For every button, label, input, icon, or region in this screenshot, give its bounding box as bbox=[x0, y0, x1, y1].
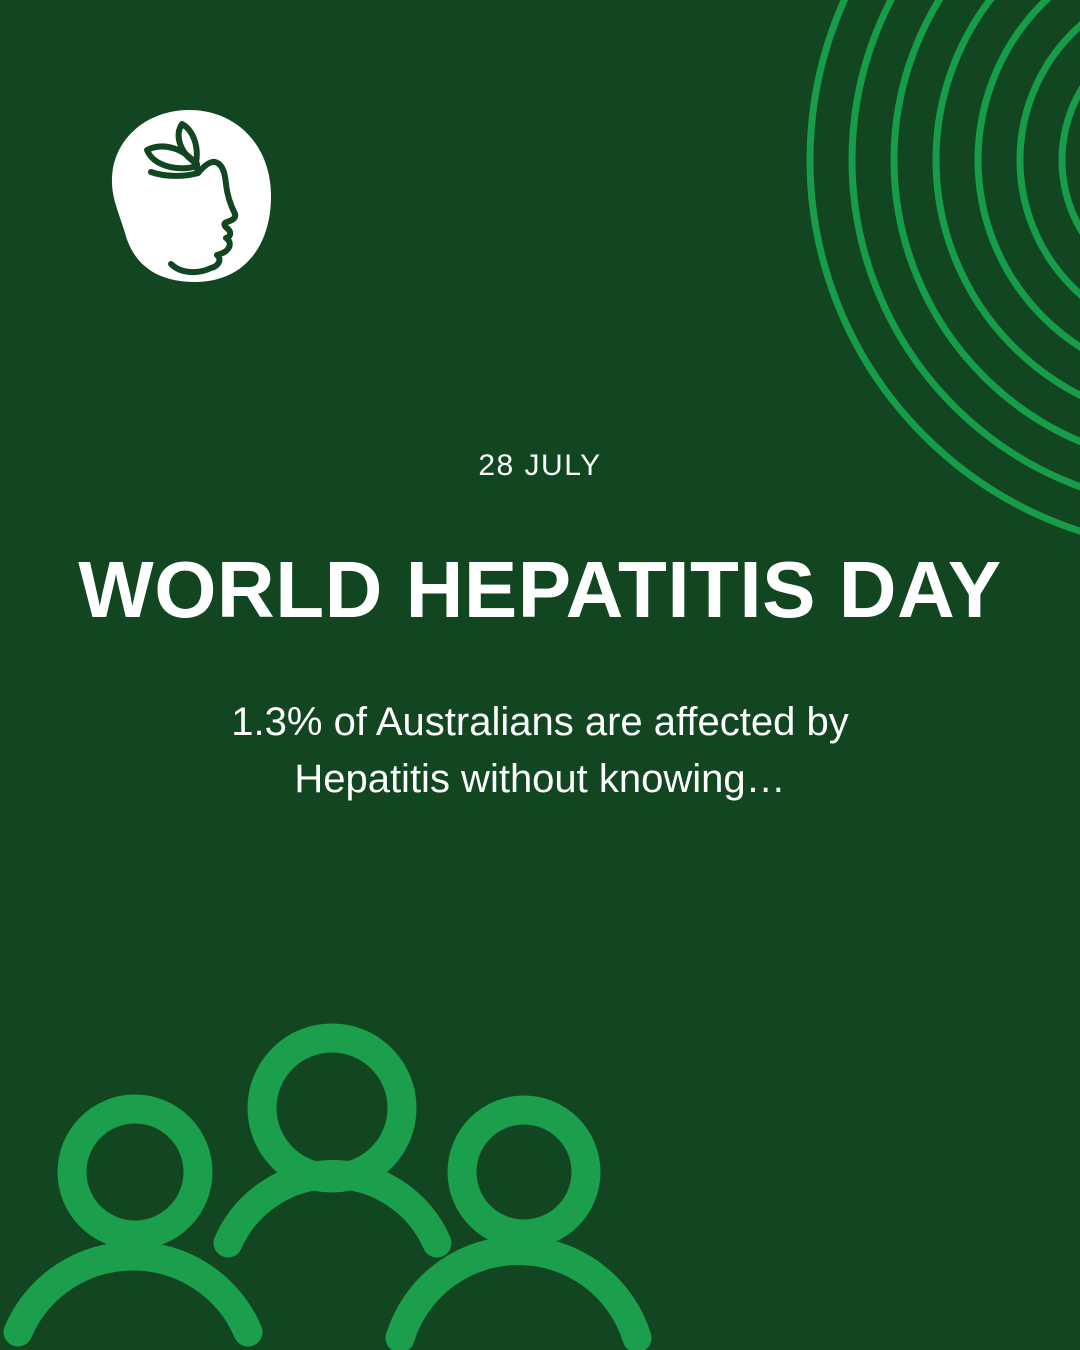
people-group-strokes bbox=[3, 1023, 652, 1350]
person-middle-shoulders bbox=[213, 1160, 452, 1258]
person-right-head bbox=[447, 1095, 601, 1249]
subtitle-line-1: 1.3% of Australians are affected by bbox=[231, 700, 849, 744]
person-left-shoulders bbox=[3, 1241, 263, 1347]
subtitle-line-2: Hepatitis without knowing… bbox=[294, 757, 786, 801]
date-label: 28 JULY bbox=[478, 449, 602, 482]
page-title: WORLD HEPATITIS DAY bbox=[78, 545, 1002, 634]
subtitle: 1.3% of Australians are affected by Hepat… bbox=[0, 694, 1080, 808]
face-with-leaves-logo-icon bbox=[111, 110, 271, 282]
person-left-head bbox=[57, 1094, 213, 1250]
logo-face-lines bbox=[144, 121, 239, 276]
concentric-circles-group bbox=[806, 0, 1080, 535]
person-middle-head bbox=[247, 1023, 417, 1193]
person-right-shoulders bbox=[385, 1236, 652, 1350]
